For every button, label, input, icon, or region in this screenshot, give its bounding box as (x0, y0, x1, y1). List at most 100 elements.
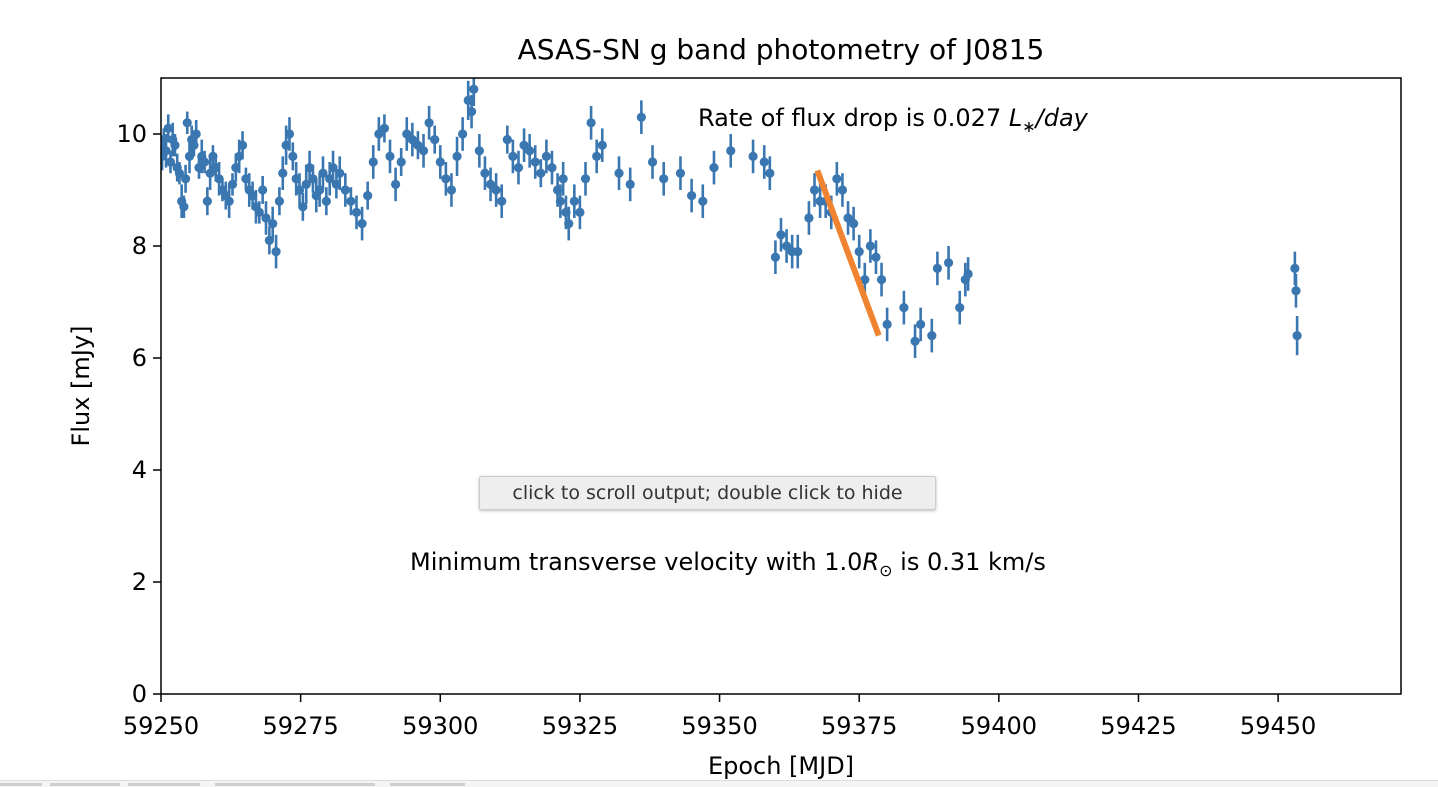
data-point (541, 151, 552, 161)
data-point (182, 118, 192, 128)
data-point (709, 163, 719, 173)
data-point (205, 168, 215, 178)
data-point (536, 168, 546, 178)
data-point (469, 84, 479, 94)
data-point (227, 179, 238, 189)
rate-annotation: Rate of flux drop is 0.027 L∗/day (698, 104, 1089, 136)
data-point (368, 157, 378, 167)
fit-layer (814, 169, 882, 337)
x-tick-label: 59375 (821, 712, 897, 740)
data-point (379, 123, 390, 133)
data-point (955, 303, 965, 313)
data-point (497, 196, 507, 206)
data-point (170, 140, 180, 150)
fit-line (814, 169, 882, 337)
x-tick-label: 59425 (1100, 712, 1176, 740)
data-point (916, 319, 926, 329)
data-point (258, 185, 268, 195)
data-point (625, 179, 635, 189)
data-point (458, 129, 468, 139)
data-point (502, 135, 512, 145)
scrollbar-segment (390, 783, 465, 786)
scroll-output-hint[interactable]: click to scroll output; double click to … (479, 476, 936, 510)
y-tick-label: 0 (132, 680, 147, 708)
data-point (435, 157, 445, 167)
data-point (298, 202, 308, 212)
data-point (865, 241, 875, 251)
data-point (555, 196, 565, 206)
data-point (374, 129, 384, 139)
data-point (318, 168, 328, 178)
data-point (191, 129, 201, 139)
data-point (843, 213, 853, 223)
data-point (597, 140, 607, 150)
data-point (328, 163, 338, 173)
data-point (1290, 263, 1300, 273)
data-point (564, 219, 574, 229)
data-point (294, 185, 305, 195)
data-point (491, 185, 501, 195)
data-point (485, 179, 496, 189)
data-point (268, 219, 278, 229)
data-point (1292, 331, 1302, 341)
data-point (179, 202, 189, 212)
data-point (943, 258, 954, 268)
data-point (765, 168, 775, 178)
data-point (748, 151, 758, 161)
data-point (849, 219, 859, 229)
data-point (321, 196, 331, 206)
data-point (575, 207, 585, 217)
data-point (776, 230, 786, 240)
data-point (871, 252, 881, 262)
scrollbar-segment (128, 783, 200, 786)
data-point (781, 241, 792, 251)
data-point (586, 118, 596, 128)
data-point (1291, 286, 1301, 296)
data-point (759, 157, 769, 167)
data-point (278, 168, 288, 178)
data-point (809, 185, 820, 195)
x-tick-label: 59275 (262, 712, 338, 740)
data-point (860, 275, 870, 285)
data-point (592, 151, 602, 161)
data-point (675, 168, 686, 178)
data-point (698, 196, 708, 206)
data-point (430, 135, 440, 145)
data-point (793, 247, 803, 257)
data-point (199, 157, 210, 167)
output-scrollbar[interactable] (0, 780, 1438, 787)
data-point (390, 179, 401, 189)
data-point (474, 146, 484, 156)
data-point (335, 168, 345, 178)
x-tick-label: 59400 (961, 712, 1037, 740)
scrollbar-segment (0, 783, 42, 786)
x-tick-label: 59450 (1240, 712, 1316, 740)
data-point (513, 163, 524, 173)
data-point (480, 168, 490, 178)
data-point (357, 219, 367, 229)
y-tick-label: 10 (116, 120, 147, 148)
data-point (174, 168, 185, 178)
data-point (580, 174, 591, 184)
y-axis-label: Flux [mJy] (67, 326, 95, 447)
y-tick-label: 6 (132, 344, 147, 372)
data-point (413, 140, 423, 150)
data-point (184, 151, 195, 161)
data-point (687, 191, 697, 201)
data-point (224, 196, 234, 206)
data-point (340, 185, 350, 195)
data-point (530, 157, 540, 167)
data-point (837, 185, 848, 195)
x-tick-label: 59325 (542, 712, 618, 740)
data-layer (161, 78, 1302, 358)
data-point (927, 331, 937, 341)
data-point (647, 157, 658, 167)
data-point (466, 107, 477, 117)
data-point (261, 213, 271, 223)
x-tick-label: 59350 (681, 712, 757, 740)
data-point (163, 123, 173, 133)
data-point (202, 196, 212, 206)
data-point (910, 336, 920, 346)
